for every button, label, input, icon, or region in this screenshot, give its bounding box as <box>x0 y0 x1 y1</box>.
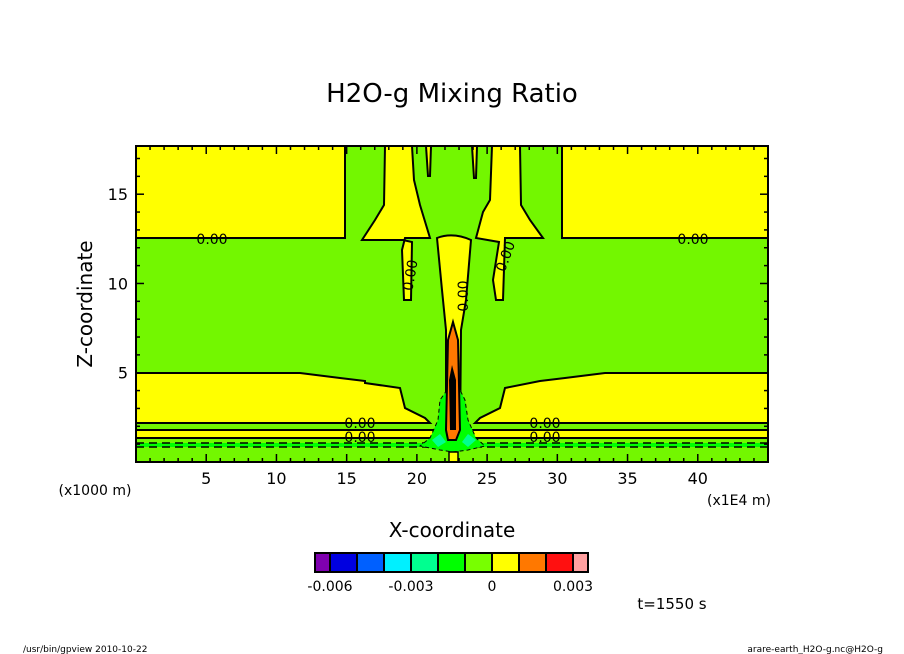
contour-label: 0.00 <box>344 430 375 446</box>
x-tick-label: 15 <box>336 469 356 488</box>
yellow-region-top-right <box>561 145 769 239</box>
colorbar-tick-label: 0.003 <box>553 579 593 595</box>
footer-right: arare-earth_H2O-g.nc@H2O-g <box>747 645 883 654</box>
yellow-region-top-left <box>135 145 346 239</box>
plot-area: 0.00 0.00 0.00 0.00 0.00 0.00 0.00 0.00 … <box>135 145 769 463</box>
yellow-band-left <box>135 372 433 424</box>
contour-label: 0.00 <box>529 416 560 432</box>
y-units-label: (x1000 m) <box>59 483 132 499</box>
x-tick-label: 40 <box>688 469 708 488</box>
x-axis-label: X-coordinate <box>389 518 516 542</box>
y-tick-label: 15 <box>108 185 128 204</box>
axis-ticks <box>136 146 768 462</box>
colorbar-swatch <box>545 552 574 573</box>
x-tick-label: 30 <box>547 469 567 488</box>
colorbar <box>314 552 589 573</box>
colorbar-swatch <box>356 552 385 573</box>
black-core <box>449 365 456 430</box>
x-tick-label: 10 <box>266 469 286 488</box>
contour-label: 0.00 <box>529 430 560 446</box>
colorbar-labels: -0.006 -0.003 0 0.003 <box>307 579 593 595</box>
cyan-green-plume-left <box>432 434 446 447</box>
yellow-spike <box>470 145 479 179</box>
contour-label: 0.00 <box>400 259 421 292</box>
x-tick-label: 25 <box>477 469 497 488</box>
colorbar-swatch <box>464 552 493 573</box>
footer-left: /usr/bin/gpview 2010-10-22 <box>23 645 147 654</box>
time-label: t=1550 s <box>637 595 706 613</box>
colorbar-swatch <box>437 552 466 573</box>
contour-label: 0.00 <box>344 416 375 432</box>
contour-label: 0.00 <box>677 232 708 248</box>
colorbar-swatch <box>314 552 331 573</box>
colorbar-tick-label: -0.003 <box>388 579 433 595</box>
yellow-spike <box>424 145 433 177</box>
colorbar-swatch <box>383 552 412 573</box>
yellow-trapezoid-right <box>474 145 545 301</box>
y-axis-label: Z-coordinate <box>73 240 97 367</box>
yellow-band-right <box>472 372 769 424</box>
y-tick-label: 10 <box>108 274 128 293</box>
colorbar-swatch <box>491 552 520 573</box>
x-tick-label: 20 <box>407 469 427 488</box>
y-tick-label: 5 <box>118 364 128 383</box>
colorbar-swatch <box>518 552 547 573</box>
x-tick-label: 5 <box>201 469 211 488</box>
contour-label: 0.00 <box>196 232 227 248</box>
y-tick-labels: 5 10 15 <box>108 185 128 383</box>
contour-label: 0.00 <box>456 280 472 311</box>
colorbar-tick-label: -0.006 <box>307 579 352 595</box>
x-tick-label: 35 <box>617 469 637 488</box>
plot-frame <box>135 145 769 463</box>
yellow-trapezoid-left <box>360 145 432 301</box>
x-units-label: (x1E4 m) <box>707 493 771 509</box>
colorbar-swatch <box>572 552 589 573</box>
colorbar-tick-label: 0 <box>488 579 497 595</box>
cyan-green-plume-right <box>462 434 476 447</box>
yellow-bottom-bubble <box>448 451 459 463</box>
colorbar-swatch <box>329 552 358 573</box>
chart-title: H2O-g Mixing Ratio <box>326 79 578 109</box>
x-tick-labels: 5 10 15 20 25 30 35 40 <box>201 469 708 488</box>
colorbar-swatch <box>410 552 439 573</box>
